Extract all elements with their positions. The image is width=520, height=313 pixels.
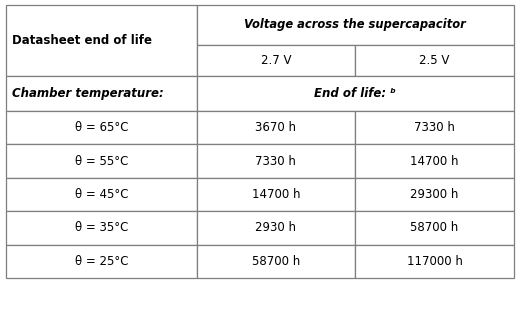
Bar xyxy=(197,45,355,75)
Text: θ = 55°C: θ = 55°C xyxy=(75,155,128,167)
Bar xyxy=(6,211,197,244)
Text: Datasheet end of life: Datasheet end of life xyxy=(12,33,152,47)
Bar xyxy=(197,178,355,211)
Text: 7330 h: 7330 h xyxy=(255,155,296,167)
Bar xyxy=(355,178,514,211)
Bar xyxy=(355,111,514,144)
Text: End of life: ᵇ: End of life: ᵇ xyxy=(314,87,396,100)
Text: 117000 h: 117000 h xyxy=(407,255,462,268)
Text: 7330 h: 7330 h xyxy=(414,121,455,134)
Text: θ = 25°C: θ = 25°C xyxy=(75,255,128,268)
Text: 2930 h: 2930 h xyxy=(255,221,296,234)
Text: 3670 h: 3670 h xyxy=(255,121,296,134)
Bar xyxy=(6,178,197,211)
Text: 14700 h: 14700 h xyxy=(410,155,459,167)
Text: Chamber temperature:: Chamber temperature: xyxy=(12,87,164,100)
Bar xyxy=(197,75,514,111)
Bar xyxy=(355,244,514,278)
Text: 2.7 V: 2.7 V xyxy=(261,54,291,67)
Bar xyxy=(6,5,197,75)
Bar xyxy=(197,111,355,144)
Bar xyxy=(197,211,355,244)
Text: 29300 h: 29300 h xyxy=(410,188,459,201)
Bar xyxy=(6,111,197,144)
Text: θ = 65°C: θ = 65°C xyxy=(75,121,128,134)
Text: 58700 h: 58700 h xyxy=(410,221,459,234)
Text: 14700 h: 14700 h xyxy=(252,188,300,201)
Text: Voltage across the supercapacitor: Voltage across the supercapacitor xyxy=(244,18,466,31)
Bar xyxy=(197,5,514,45)
Bar xyxy=(355,45,514,75)
Bar xyxy=(355,144,514,178)
Bar xyxy=(197,244,355,278)
Bar xyxy=(355,211,514,244)
Bar xyxy=(6,244,197,278)
Text: 2.5 V: 2.5 V xyxy=(419,54,450,67)
Bar xyxy=(6,75,197,111)
Text: θ = 35°C: θ = 35°C xyxy=(75,221,128,234)
Text: 58700 h: 58700 h xyxy=(252,255,300,268)
Text: θ = 45°C: θ = 45°C xyxy=(75,188,128,201)
Bar xyxy=(6,144,197,178)
Bar xyxy=(197,144,355,178)
